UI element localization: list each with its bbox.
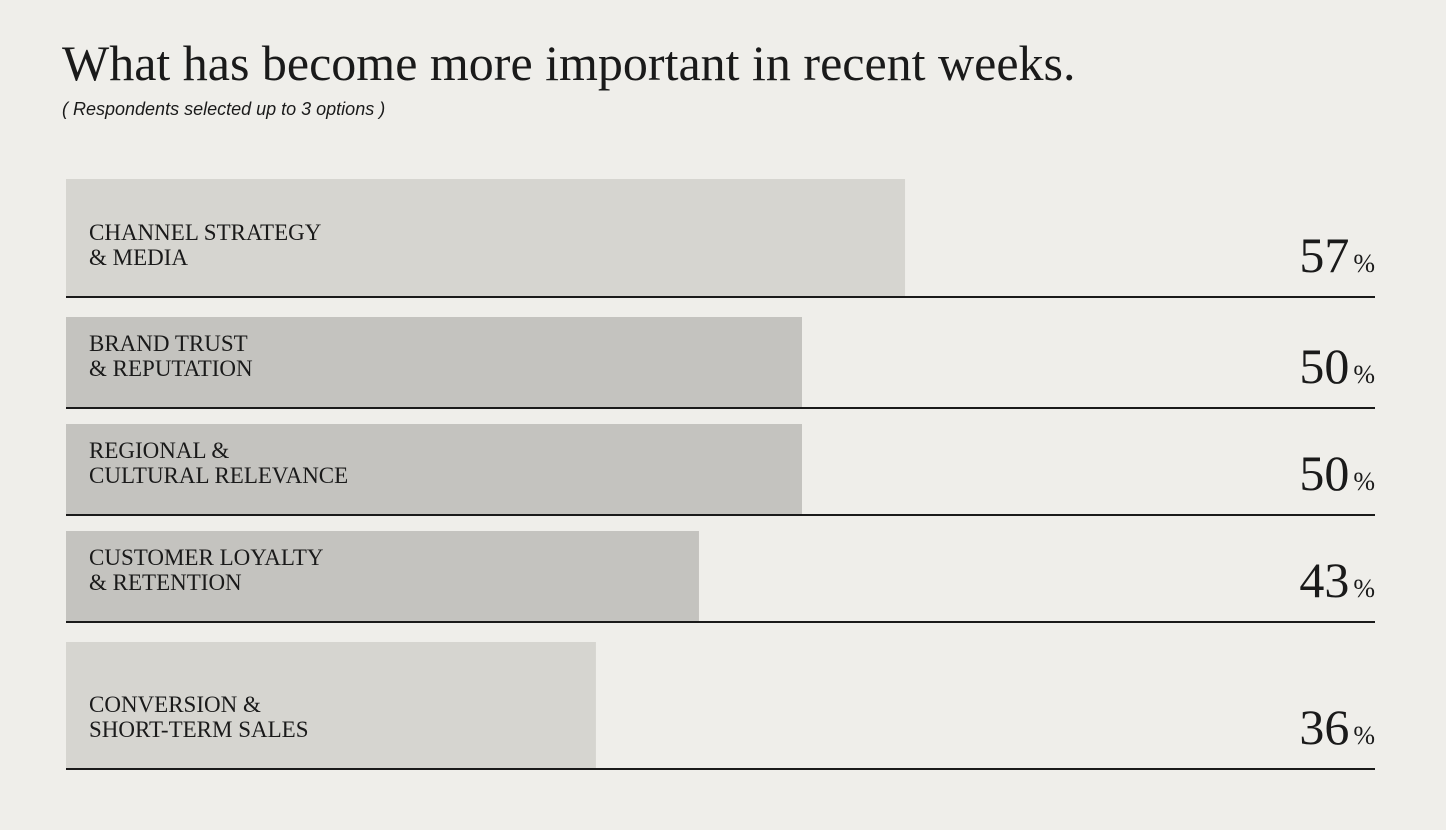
bar-label: BRAND TRUST [89, 331, 248, 356]
bar-label: SHORT-TERM SALES [89, 717, 309, 742]
value-number: 50 [1299, 445, 1349, 501]
bar [66, 642, 596, 768]
value-label: 57% [1299, 227, 1375, 283]
value-label: 36% [1299, 699, 1375, 755]
bar-label: CULTURAL RELEVANCE [89, 463, 348, 488]
bar-label: & RETENTION [89, 570, 242, 595]
bar-label: & MEDIA [89, 245, 188, 270]
bar-label: CUSTOMER LOYALTY [89, 545, 324, 570]
value-number: 57 [1299, 227, 1349, 283]
bar [66, 179, 906, 296]
value-number: 36 [1299, 699, 1349, 755]
value-unit: % [1353, 721, 1375, 750]
bar [66, 531, 699, 621]
value-unit: % [1353, 574, 1375, 603]
value-unit: % [1353, 467, 1375, 496]
chart-title: What has become more important in recent… [62, 35, 1076, 91]
value-number: 43 [1299, 552, 1349, 608]
value-unit: % [1353, 249, 1375, 278]
value-label: 43% [1299, 552, 1375, 608]
value-unit: % [1353, 360, 1375, 389]
chart-subtitle: ( Respondents selected up to 3 options ) [62, 99, 385, 119]
bar-label: CONVERSION & [89, 692, 261, 717]
value-label: 50% [1299, 445, 1375, 501]
bar-label: & REPUTATION [89, 356, 253, 381]
value-label: 50% [1299, 338, 1375, 394]
value-number: 50 [1299, 338, 1349, 394]
bar-label: REGIONAL & [89, 438, 229, 463]
bar-label: CHANNEL STRATEGY [89, 220, 322, 245]
bar [66, 424, 802, 514]
bar [66, 317, 802, 407]
